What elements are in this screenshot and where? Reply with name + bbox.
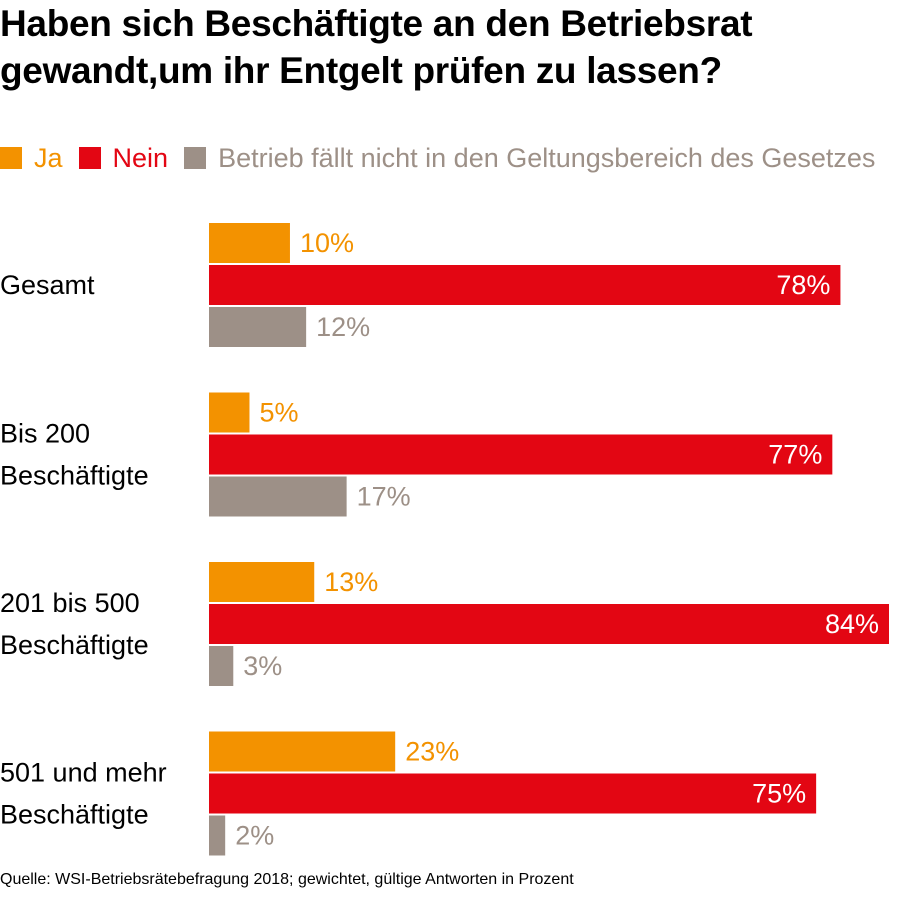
value-label-nicht-3: 2% [235, 821, 274, 851]
value-label-ja-1: 5% [259, 398, 298, 428]
value-label-nein-1: 77% [768, 440, 822, 470]
value-label-ja-3: 23% [405, 737, 459, 767]
bar-ja-0 [209, 223, 290, 263]
value-label-nicht-0: 12% [316, 312, 370, 342]
bar-nein-0 [209, 265, 841, 305]
category-label-2-0: 201 bis 500 [0, 588, 140, 618]
legend-label-nein: Nein [112, 142, 169, 173]
category-label-1-1: Beschäftigte [0, 461, 149, 491]
value-label-nicht-1: 17% [357, 482, 411, 512]
legend: Ja Nein Betrieb fällt nicht in den Geltu… [0, 142, 891, 174]
legend-swatch-ja [0, 147, 22, 169]
legend-label-ja: Ja [34, 142, 63, 173]
legend-item-nein: Nein [78, 142, 169, 174]
bar-nein-3 [209, 773, 817, 814]
legend-swatch-nicht [184, 147, 207, 169]
legend-swatch-nein [78, 147, 101, 169]
category-label-3-0: 501 und mehr [0, 758, 167, 788]
value-label-nein-0: 78% [776, 270, 830, 300]
bar-ja-3 [209, 731, 396, 772]
value-label-nein-2: 84% [825, 609, 879, 639]
category-label-1-0: Bis 200 [0, 419, 90, 449]
legend-label-nicht: Betrieb fällt nicht in den Geltungsberei… [218, 142, 876, 173]
value-label-ja-0: 10% [300, 228, 354, 258]
legend-item-ja: Ja [0, 143, 63, 174]
chart-title-line-2: gewandt,um ihr Entgelt prüfen zu lassen? [0, 50, 722, 91]
bar-nein-2 [209, 604, 889, 644]
bar-nicht-3 [209, 815, 226, 856]
bar-ja-2 [209, 562, 315, 602]
value-label-nein-3: 75% [752, 779, 806, 809]
category-label-2-1: Beschäftigte [0, 630, 149, 660]
bar-nicht-2 [209, 646, 234, 686]
chart-title: Haben sich Beschäftigte an den Betriebsr… [0, 0, 900, 94]
category-label-3-1: Beschäftigte [0, 800, 149, 830]
bar-ja-1 [209, 392, 250, 433]
value-label-ja-2: 13% [324, 567, 378, 597]
category-label-0-0: Gesamt [0, 270, 95, 300]
bar-nein-1 [209, 434, 833, 475]
source-note: Quelle: WSI-Betriebsrätebefragung 2018; … [0, 871, 574, 888]
value-label-nicht-2: 3% [243, 651, 282, 681]
chart-title-line-1: Haben sich Beschäftigte an den Betriebsr… [0, 3, 753, 44]
bar-nicht-0 [209, 307, 307, 347]
legend-item-nicht: Betrieb fällt nicht in den Geltungsberei… [184, 143, 875, 174]
bar-nicht-1 [209, 476, 347, 517]
